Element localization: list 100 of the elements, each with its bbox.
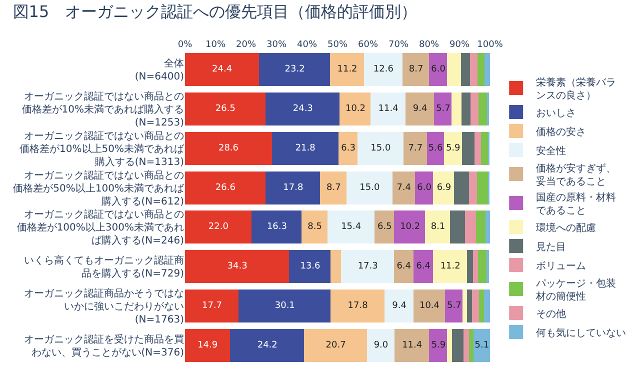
bar	[346, 171, 394, 204]
data-label: 8.5	[308, 222, 322, 232]
bar	[185, 132, 273, 165]
bar	[330, 250, 342, 284]
bar	[185, 250, 290, 284]
data-label: 28.6	[218, 143, 239, 154]
data-label: 26.5	[215, 104, 236, 114]
x-tick-label: 50%	[327, 40, 348, 50]
data-label: 6.5	[377, 222, 392, 232]
bar	[403, 132, 428, 165]
legend-label: その他	[536, 308, 566, 320]
x-tick-label: 60%	[358, 40, 378, 50]
bar	[402, 53, 430, 86]
chart-title: 図15 オーガニック認証への優先項目（価格的評価別）	[12, 2, 418, 21]
data-label: 6.4	[416, 262, 431, 272]
data-label: 21.8	[295, 143, 316, 154]
bar	[330, 53, 365, 86]
data-label: 17.8	[283, 182, 304, 193]
bar	[469, 171, 478, 204]
data-label: 10.2	[400, 222, 420, 232]
bar	[425, 210, 451, 244]
data-label: 12.6	[373, 64, 394, 75]
legend-label: 何も気にしていない	[536, 328, 626, 339]
y-tick-label: 全体(N=6400)	[134, 58, 184, 83]
bar	[230, 328, 305, 362]
data-label: 22.0	[208, 222, 229, 232]
bar	[252, 210, 302, 244]
bar	[185, 92, 266, 126]
data-label: 30.1	[274, 300, 295, 311]
bar	[265, 92, 340, 126]
data-label: 6.0	[417, 182, 432, 193]
data-label: 24.2	[257, 340, 278, 350]
data-label: 7.4	[396, 182, 412, 193]
bar	[289, 250, 332, 284]
bar	[470, 53, 478, 86]
bar	[450, 210, 466, 244]
data-label: 5.7	[447, 300, 462, 311]
bar	[304, 328, 368, 362]
x-tick-label: 0%	[178, 40, 193, 50]
y-tick-label: オーガニック認証を受けた商品を買わない、買うことがない(N=376)	[24, 333, 184, 358]
data-label: 10.4	[419, 300, 440, 311]
y-tick-label: オーガニック認証商品かそうではないかに強いこだわりがない(N=1763)	[24, 287, 184, 326]
bar	[454, 171, 470, 204]
data-label: 13.6	[300, 262, 321, 272]
x-tick-label: 30%	[266, 40, 287, 50]
x-tick-label: 80%	[418, 40, 440, 50]
data-label: 15.0	[360, 182, 380, 193]
data-label: 6.4	[396, 262, 412, 272]
bar	[394, 328, 430, 362]
legend-label: 安全性	[536, 144, 566, 157]
data-label: 20.7	[326, 340, 346, 350]
bar	[451, 92, 462, 126]
y-tick-label: いくら高くてもオーガニック認証商品を購入する(N=729)	[24, 254, 184, 280]
data-label: 8.7	[408, 64, 424, 75]
bar	[405, 92, 435, 126]
x-tick-label: 20%	[236, 40, 256, 50]
bar	[340, 92, 372, 126]
bar	[370, 92, 406, 126]
bar	[452, 328, 464, 362]
bar	[185, 289, 240, 322]
bar	[185, 328, 231, 362]
data-label: 11.2	[337, 64, 358, 75]
y-tick-label: オーガニック認証ではない商品との価格差が10%未満であれば購入する(N=1253)	[22, 90, 184, 129]
data-label: 5.6	[428, 143, 444, 154]
bar	[486, 210, 490, 244]
x-tick-label: 10%	[205, 40, 226, 50]
data-label: 5.7	[436, 104, 450, 114]
bar	[478, 92, 488, 126]
data-label: 23.2	[284, 64, 305, 75]
y-tick-label: オーガニック認証ではない商品との価格差が50%以上100%未満であれば購入する(N=612)	[13, 169, 185, 208]
legend-label: 見た目	[536, 242, 566, 253]
bar	[341, 250, 395, 284]
bar	[384, 289, 414, 322]
y-tick-label: オーガニック認証ではない商品との価格差が10%以上50%未満であれば購入する(N=1313)	[20, 130, 185, 168]
bar	[185, 53, 260, 86]
data-label: 5.1	[474, 340, 490, 350]
x-tick-label: 100%	[477, 40, 504, 50]
data-label: 24.3	[292, 104, 313, 114]
data-label: 6.3	[341, 143, 356, 154]
bar	[266, 171, 321, 204]
data-label: 11.2	[440, 262, 460, 272]
bar	[392, 171, 416, 204]
bar	[484, 289, 490, 322]
bar	[460, 53, 471, 86]
data-label: 6.0	[431, 64, 446, 75]
data-label: 8.7	[326, 182, 341, 193]
bar	[476, 210, 486, 244]
bar	[185, 210, 252, 244]
bar	[432, 250, 468, 284]
data-label: 9.4	[412, 104, 428, 114]
x-tick-label: 40%	[296, 40, 318, 50]
bar	[320, 171, 348, 204]
data-label: 26.6	[215, 182, 236, 193]
legend-label: 栄養素（栄養バランスの良さ）	[536, 76, 616, 102]
data-label: 6.9	[436, 182, 452, 193]
data-label: 9.4	[392, 300, 407, 311]
data-label: 10.2	[345, 104, 366, 114]
bar	[462, 132, 476, 165]
data-label: 15.4	[341, 222, 362, 232]
data-label: 17.8	[348, 300, 368, 311]
